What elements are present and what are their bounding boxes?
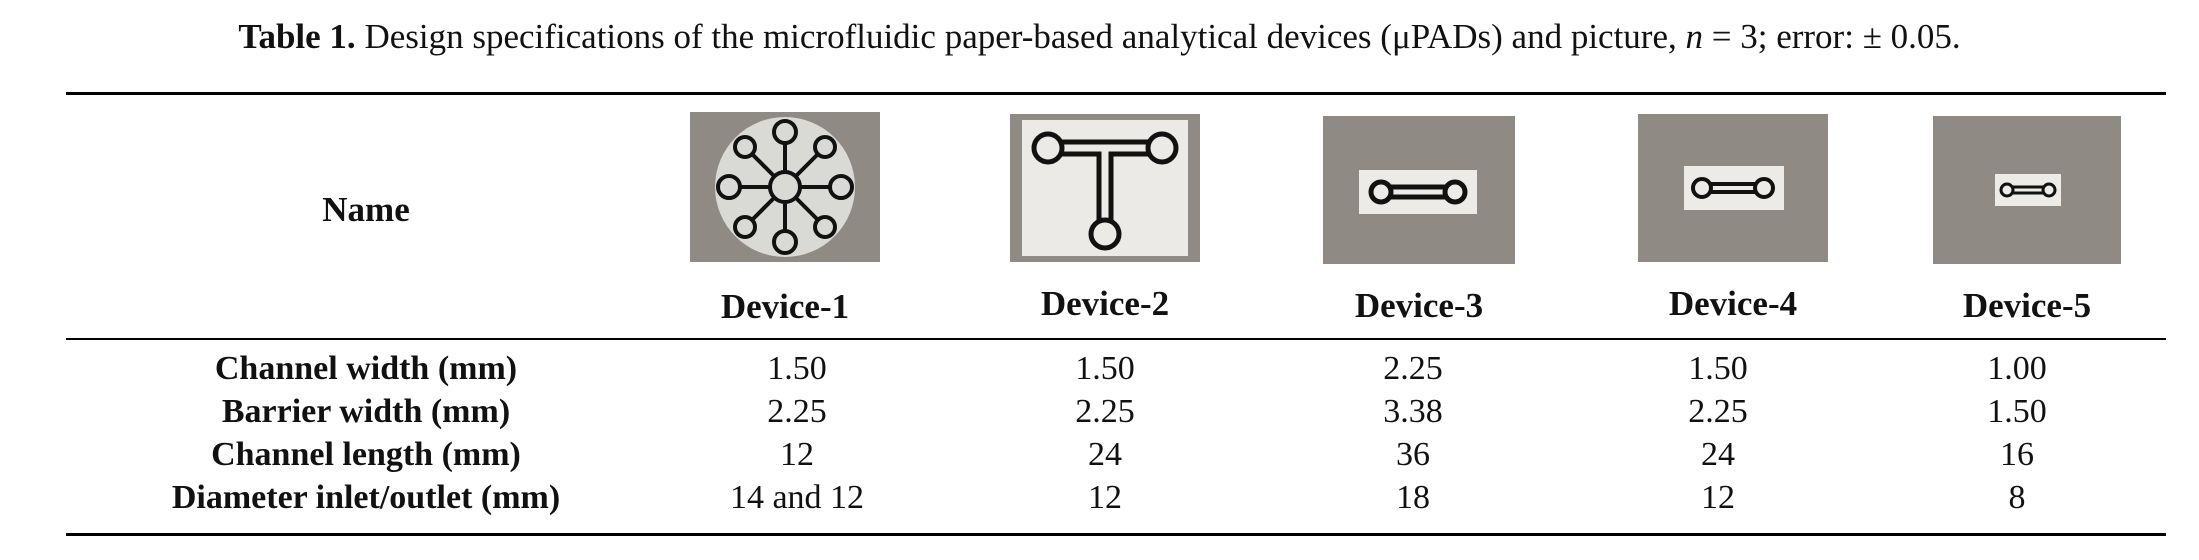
table-cell: 1.50 <box>1987 393 2047 430</box>
device-column-3: Device-3 <box>1264 116 1574 336</box>
device-column-1: Device-1 <box>630 112 940 332</box>
device-1-label: Device-1 <box>720 287 850 326</box>
device-column-2: Device-2 <box>950 114 1260 334</box>
table-cell: 2.25 <box>1383 350 1443 387</box>
table-caption: Table 1. Design specifications of the mi… <box>0 14 2199 60</box>
table-cell: 16 <box>2000 436 2034 473</box>
row-label-diameter: Diameter inlet/outlet (mm) <box>171 479 561 516</box>
device-4-picture <box>1638 114 1828 262</box>
table-cell: 2.25 <box>1688 393 1748 430</box>
row-label-channel-length: Channel length (mm) <box>211 436 521 473</box>
device-3-label: Device-3 <box>1354 286 1484 325</box>
table-cell: 1.50 <box>767 350 827 387</box>
device-4-label: Device-4 <box>1668 284 1798 323</box>
table-top-rule <box>66 92 2166 95</box>
table-cell: 1.50 <box>1075 350 1135 387</box>
table-cell: 18 <box>1396 479 1430 516</box>
table-cell: 36 <box>1396 436 1430 473</box>
device-column-5: Device-5 <box>1872 116 2182 336</box>
table-number: Table 1. <box>238 17 356 56</box>
table-cell: 24 <box>1701 436 1735 473</box>
table-cell: 1.00 <box>1987 350 2047 387</box>
device-2-label: Device-2 <box>1040 284 1170 323</box>
table-cell: 12 <box>1701 479 1735 516</box>
table-header-rule <box>66 338 2166 340</box>
table-cell: 2.25 <box>767 393 827 430</box>
table-cell: 24 <box>1088 436 1122 473</box>
table-cell: 12 <box>780 436 814 473</box>
device-2-picture <box>1010 114 1200 262</box>
row-label-channel-width: Channel width (mm) <box>214 350 518 387</box>
device-1-picture <box>690 112 880 262</box>
table-cell: 3.38 <box>1383 393 1443 430</box>
table-cell: 2.25 <box>1075 393 1135 430</box>
table-cell: 1.50 <box>1688 350 1748 387</box>
device-5-label: Device-5 <box>1962 286 2092 325</box>
table-cell: 14 and 12 <box>729 479 865 516</box>
table-cell: 12 <box>1088 479 1122 516</box>
table-cell: 8 <box>2008 479 2026 516</box>
caption-text-end: = 3; error: ± 0.05. <box>1703 17 1961 56</box>
caption-n-symbol: n <box>1685 17 1704 56</box>
device-5-picture <box>1933 116 2121 264</box>
row-label-barrier-width: Barrier width (mm) <box>221 393 511 430</box>
caption-text: Design specifications of the microfluidi… <box>355 17 1686 56</box>
device-column-4: Device-4 <box>1578 114 1888 334</box>
device-3-picture <box>1323 116 1515 264</box>
table-bottom-rule <box>66 533 2166 536</box>
name-header: Name <box>322 190 410 229</box>
